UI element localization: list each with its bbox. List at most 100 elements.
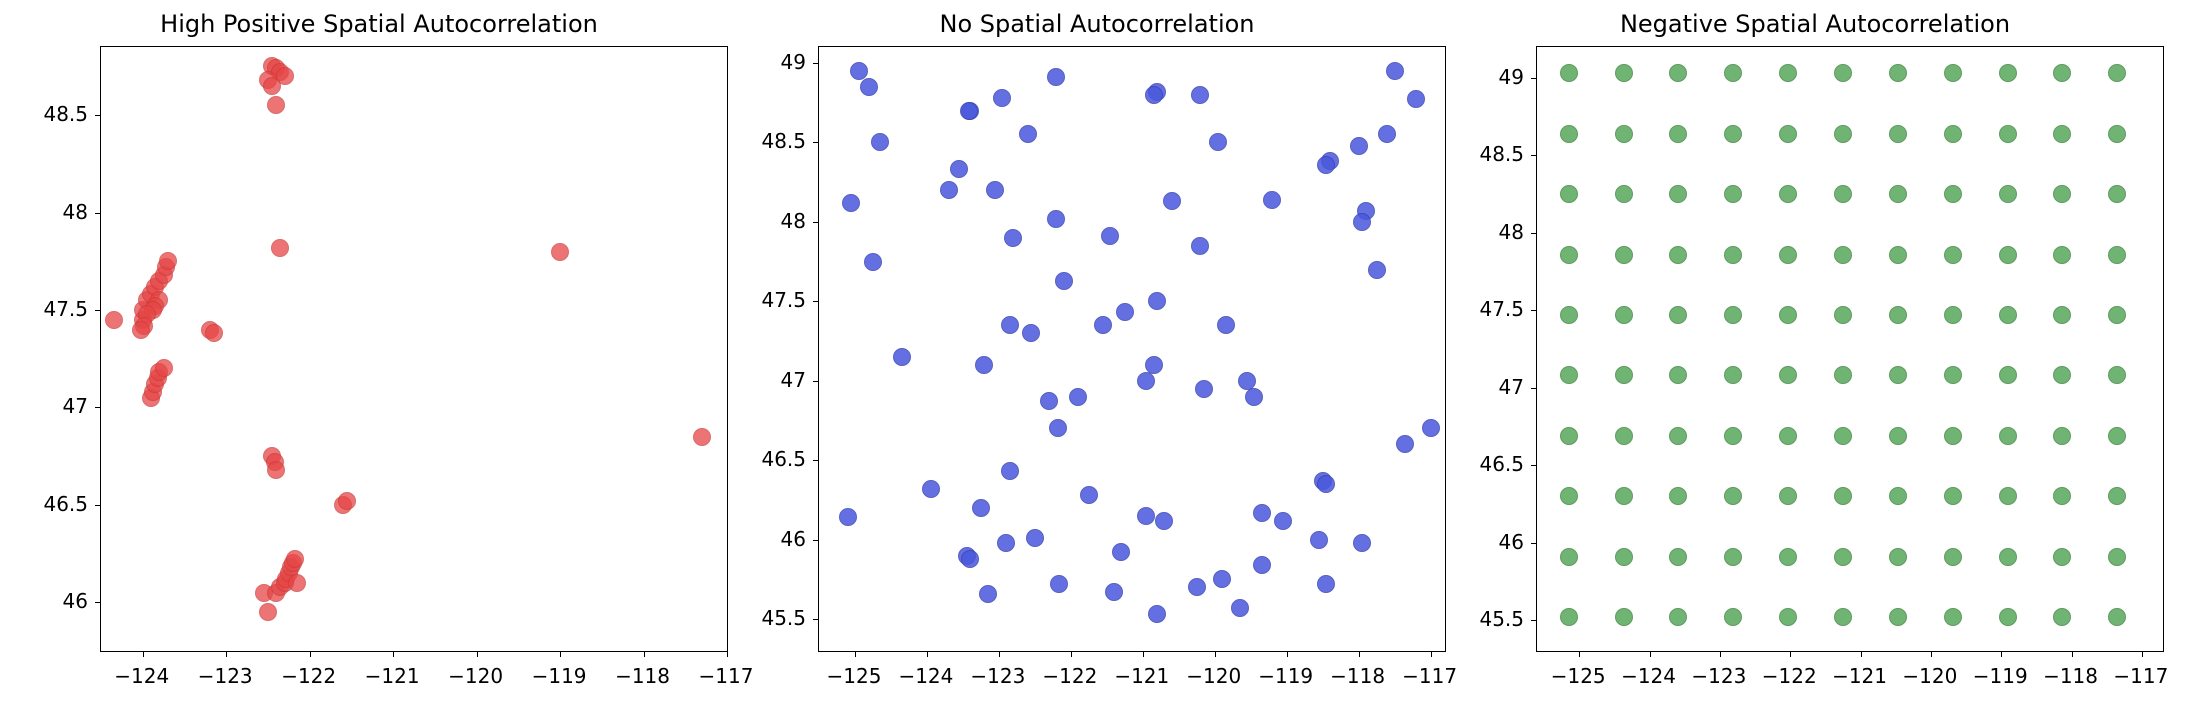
scatter-point bbox=[551, 243, 569, 261]
scatter-point bbox=[259, 603, 277, 621]
scatter-point bbox=[1889, 548, 1907, 566]
y-tick-label: 48.5 bbox=[43, 102, 88, 126]
scatter-point bbox=[2053, 64, 2071, 82]
scatter-point bbox=[1779, 125, 1797, 143]
scatter-point bbox=[1019, 125, 1037, 143]
scatter-point bbox=[1350, 137, 1368, 155]
scatter-point bbox=[1353, 213, 1371, 231]
scatter-point bbox=[2053, 185, 2071, 203]
y-tick-mark bbox=[95, 310, 101, 311]
x-tick-label: −120 bbox=[448, 664, 503, 688]
y-tick-mark bbox=[813, 142, 819, 143]
scatter-point bbox=[1004, 229, 1022, 247]
plot-column: −125−124−123−122−121−120−119−118−117 bbox=[1536, 46, 2164, 702]
scatter-point bbox=[1669, 608, 1687, 626]
panel-title: No Spatial Autocorrelation bbox=[748, 10, 1446, 38]
scatter-point bbox=[1944, 427, 1962, 445]
scatter-point bbox=[1317, 475, 1335, 493]
y-tick-mark bbox=[1531, 465, 1537, 466]
scatter-point bbox=[1047, 68, 1065, 86]
scatter-point bbox=[2108, 185, 2126, 203]
x-tick-label: −120 bbox=[1186, 664, 1241, 688]
scatter-point bbox=[993, 89, 1011, 107]
scatter-point bbox=[1094, 316, 1112, 334]
plot-area bbox=[818, 46, 1446, 652]
scatter-point bbox=[1889, 608, 1907, 626]
scatter-point bbox=[1999, 185, 2017, 203]
scatter-point bbox=[693, 428, 711, 446]
x-tick-label: −118 bbox=[615, 664, 670, 688]
scatter-point bbox=[1834, 608, 1852, 626]
scatter-point bbox=[1217, 316, 1235, 334]
scatter-point bbox=[1615, 185, 1633, 203]
x-tick-label: −117 bbox=[699, 664, 754, 688]
scatter-point bbox=[132, 321, 150, 339]
plot-column: −125−124−123−122−121−120−119−118−117 bbox=[818, 46, 1446, 702]
scatter-point bbox=[1615, 125, 1633, 143]
scatter-point bbox=[1001, 462, 1019, 480]
y-tick-mark bbox=[1531, 233, 1537, 234]
scatter-point bbox=[1999, 366, 2017, 384]
scatter-point bbox=[1116, 303, 1134, 321]
scatter-point bbox=[1724, 306, 1742, 324]
y-tick-mark bbox=[95, 602, 101, 603]
scatter-point bbox=[979, 585, 997, 603]
scatter-point bbox=[1137, 507, 1155, 525]
plot-area bbox=[100, 46, 728, 652]
scatter-point bbox=[1026, 529, 1044, 547]
y-tick-mark bbox=[813, 222, 819, 223]
scatter-point bbox=[267, 96, 285, 114]
scatter-point bbox=[2108, 487, 2126, 505]
y-tick-label: 48.5 bbox=[761, 129, 806, 153]
y-tick-label: 47.5 bbox=[43, 297, 88, 321]
scatter-point bbox=[2108, 64, 2126, 82]
x-tick-label: −123 bbox=[198, 664, 253, 688]
x-tick-label: −119 bbox=[1258, 664, 1313, 688]
scatter-point bbox=[1560, 366, 1578, 384]
y-tick-label: 46.5 bbox=[761, 447, 806, 471]
y-tick-mark bbox=[813, 381, 819, 382]
scatter-point bbox=[1889, 427, 1907, 445]
y-tick-label: 46.5 bbox=[43, 492, 88, 516]
y-tick-mark bbox=[95, 213, 101, 214]
plot-area bbox=[1536, 46, 2164, 652]
scatter-point bbox=[1049, 419, 1067, 437]
y-tick-label: 46.5 bbox=[1479, 452, 1524, 476]
x-tick-label: −122 bbox=[1042, 664, 1097, 688]
y-tick-mark bbox=[1531, 310, 1537, 311]
y-axis: 45.54646.54747.54848.549 bbox=[1466, 46, 1536, 702]
scatter-point bbox=[1889, 64, 1907, 82]
scatter-point bbox=[1560, 306, 1578, 324]
scatter-point bbox=[1834, 487, 1852, 505]
scatter-point bbox=[1105, 583, 1123, 601]
scatter-point bbox=[1944, 246, 1962, 264]
x-tick-label: −122 bbox=[1762, 664, 1817, 688]
scatter-point bbox=[1615, 427, 1633, 445]
scatter-point bbox=[1069, 388, 1087, 406]
scatter-point bbox=[1834, 246, 1852, 264]
scatter-point bbox=[1779, 64, 1797, 82]
scatter-point bbox=[1615, 366, 1633, 384]
x-tick-label: −125 bbox=[827, 664, 882, 688]
scatter-point bbox=[1999, 608, 2017, 626]
scatter-point bbox=[2108, 427, 2126, 445]
x-tick-label: −117 bbox=[2113, 664, 2168, 688]
axes: 45.54646.54747.54848.549−125−124−123−122… bbox=[1466, 46, 2164, 702]
scatter-point bbox=[1155, 512, 1173, 530]
scatter-point bbox=[1834, 306, 1852, 324]
y-tick-mark bbox=[813, 540, 819, 541]
scatter-point bbox=[839, 508, 857, 526]
scatter-point bbox=[1112, 543, 1130, 561]
scatter-point bbox=[1779, 185, 1797, 203]
scatter-point bbox=[1834, 366, 1852, 384]
scatter-point bbox=[1669, 246, 1687, 264]
scatter-point bbox=[1040, 392, 1058, 410]
scatter-point bbox=[1148, 605, 1166, 623]
scatter-point bbox=[1213, 570, 1231, 588]
scatter-point bbox=[1145, 356, 1163, 374]
scatter-point bbox=[1669, 487, 1687, 505]
y-tick-mark bbox=[95, 115, 101, 116]
y-tick-label: 49 bbox=[1499, 65, 1524, 89]
y-tick-label: 48.5 bbox=[1479, 142, 1524, 166]
scatter-point bbox=[1834, 185, 1852, 203]
